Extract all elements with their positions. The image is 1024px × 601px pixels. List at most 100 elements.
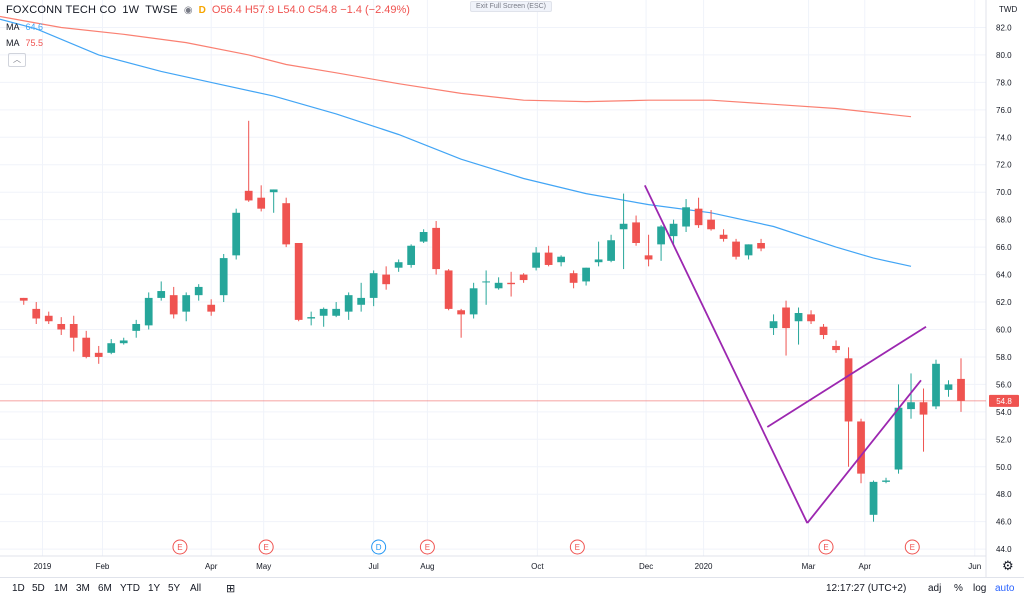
candle-body (769, 321, 778, 329)
candle-body (269, 189, 278, 193)
range-all[interactable]: All (190, 583, 202, 594)
pattern-line (644, 184, 809, 524)
symbol-name[interactable]: FOXCONN TECH CO (6, 4, 117, 16)
candle-body (257, 197, 266, 209)
y-tick-label: 62.0 (996, 298, 1012, 307)
symbol-header: FOXCONN TECH CO 1W TWSE ◉ D O56.4 H57.9 … (6, 4, 410, 16)
range-3m[interactable]: 3M (76, 583, 90, 594)
ma-line (0, 18, 912, 267)
candle-body (57, 323, 66, 330)
candle-body (707, 219, 715, 230)
candle-body (19, 297, 28, 301)
ma-indicator-slow[interactable]: MA 75.5 (6, 38, 43, 48)
exit-fullscreen-button[interactable]: Exit Full Screen (ESC) (470, 1, 553, 12)
gear-icon[interactable]: ⚙ (1002, 558, 1014, 573)
candle-body (369, 273, 378, 298)
candle-body (719, 234, 728, 239)
candle-body (282, 203, 291, 245)
x-tick-label: Jul (369, 562, 379, 571)
earnings-event-label: E (264, 543, 269, 552)
candle-body (869, 481, 878, 515)
candle-body (119, 340, 128, 344)
range-5d[interactable]: 5D (32, 583, 45, 594)
candle-body (844, 358, 853, 422)
range-5y[interactable]: 5Y (168, 583, 181, 594)
adj-toggle[interactable]: adj (928, 583, 942, 594)
last-price-label: 54.8 (996, 397, 1012, 406)
range-1y[interactable]: 1Y (148, 583, 161, 594)
percent-scale-toggle[interactable]: % (954, 583, 963, 594)
range-1d[interactable]: 1D (12, 583, 25, 594)
y-tick-label: 50.0 (996, 463, 1012, 472)
candle-body (519, 274, 528, 281)
delayed-badge: D (198, 4, 206, 16)
price-chart[interactable]: 44.0 46.0 48.0 50.0 52.0 54.0 56.0 58.0 60.0 62.0… (0, 0, 1024, 577)
candle-body (757, 242, 765, 249)
candle-body (632, 222, 640, 243)
x-tick-label: May (256, 562, 271, 571)
auto-scale-toggle[interactable]: auto (995, 583, 1015, 594)
y-tick-label: 52.0 (996, 435, 1012, 444)
candle-body (382, 274, 391, 285)
candle-body (782, 307, 790, 329)
x-tick-label: Dec (639, 562, 653, 571)
candle-body (82, 337, 91, 357)
interval-label[interactable]: 1W (122, 4, 140, 16)
earnings-event-label: E (177, 543, 182, 552)
candle-body (32, 308, 41, 319)
candle-body (944, 384, 953, 390)
candle-body (469, 288, 478, 315)
range-6m[interactable]: 6M (98, 583, 112, 594)
x-tick-label: Oct (531, 562, 544, 571)
x-tick-label: 2019 (34, 562, 52, 571)
range-ytd[interactable]: YTD (120, 583, 140, 594)
calendar-range-icon[interactable]: ⊞ (226, 583, 236, 595)
candle-body (294, 242, 303, 320)
clock[interactable]: 12:17:27 (UTC+2) (826, 583, 907, 594)
candle-body (394, 262, 403, 268)
earnings-event-marker (258, 539, 274, 555)
chevron-up-icon[interactable]: ︿ (8, 53, 26, 67)
y-tick-label: 64.0 (996, 271, 1012, 280)
candle-body (232, 212, 241, 256)
eye-icon[interactable]: ◉ (183, 4, 193, 16)
candle-body (694, 208, 703, 226)
candle-body (144, 297, 153, 326)
y-tick-label: 48.0 (996, 490, 1012, 499)
candle-body (319, 308, 328, 316)
earnings-event-marker (419, 539, 435, 555)
ma-indicator-fast[interactable]: MA 64.6 (6, 22, 43, 32)
candle-body (344, 295, 353, 312)
candle-body (107, 343, 116, 353)
y-tick-label: 46.0 (996, 518, 1012, 527)
candle-body (444, 270, 453, 309)
dividend-event-marker (371, 539, 387, 555)
candle-body (894, 407, 903, 470)
y-tick-label: 56.0 (996, 380, 1012, 389)
y-tick-label: 74.0 (996, 133, 1012, 142)
y-tick-label: 58.0 (996, 353, 1012, 362)
range-1m[interactable]: 1M (54, 583, 68, 594)
x-tick-label: Apr (205, 562, 218, 571)
candle-body (457, 310, 466, 315)
candle-body (644, 255, 653, 260)
candle-body (69, 323, 78, 338)
x-tick-label: Feb (96, 562, 110, 571)
candle-body (682, 207, 690, 227)
candle-body (932, 363, 940, 407)
x-tick-label: 2020 (695, 562, 713, 571)
bottom-toolbar: 1D 5D 1M 3M 6M YTD 1Y 5Y All ⊞ 12:17:27 … (0, 577, 1024, 601)
candle-body (582, 267, 590, 282)
candle-body (507, 282, 515, 285)
candle-body (657, 226, 665, 245)
candle-body (794, 313, 803, 322)
candle-body (44, 315, 53, 322)
y-tick-label: 68.0 (996, 216, 1012, 225)
y-tick-label: 78.0 (996, 78, 1012, 87)
candle-body (669, 223, 678, 237)
candle-body (219, 258, 228, 296)
candle-body (882, 480, 890, 482)
y-tick-label: 76.0 (996, 106, 1012, 115)
log-scale-toggle[interactable]: log (973, 583, 987, 594)
y-tick-label: 82.0 (996, 23, 1012, 32)
